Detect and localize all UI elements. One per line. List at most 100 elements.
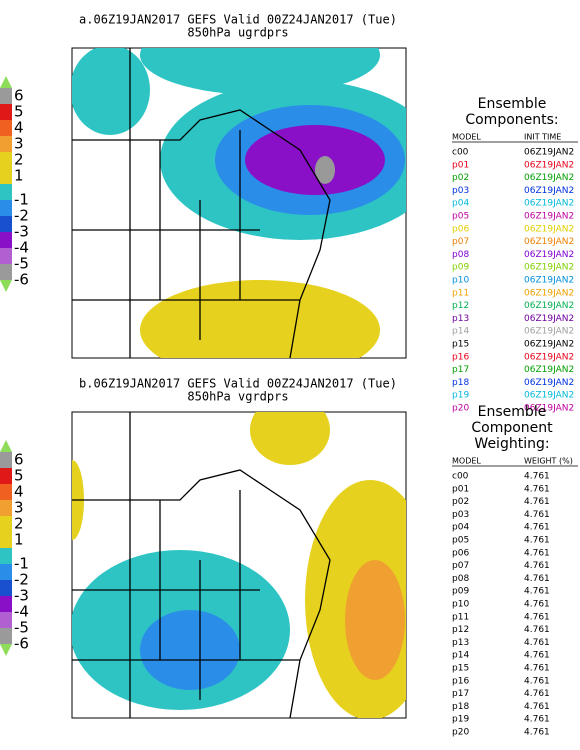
row-model: p04 [452, 523, 469, 533]
colorbar-box [0, 136, 12, 152]
colorbar-label: 1 [14, 167, 24, 185]
row-value: 4.761 [524, 702, 550, 712]
row-model: p19 [452, 715, 469, 725]
panel-title: b.06Z19JAN2017 GEFS Valid 00Z24JAN2017 (… [79, 377, 397, 391]
colorbar-label: 5 [14, 103, 24, 121]
row-model: p16 [452, 352, 469, 362]
table-header: MODEL [452, 457, 481, 466]
colorbar-box [0, 152, 12, 168]
colorbar-box [0, 200, 12, 216]
row-model: p09 [452, 587, 469, 597]
colorbar-arrow [0, 280, 12, 292]
row-model: p01 [452, 160, 469, 170]
colorbar-label: 4 [14, 483, 24, 501]
colorbar-box [0, 184, 12, 200]
colorbar-label: -1 [14, 555, 29, 573]
row-model: p08 [452, 574, 469, 584]
row-model: p03 [452, 186, 469, 196]
row-model: p17 [452, 365, 469, 375]
row-value: 4.761 [524, 664, 550, 674]
colorbar-label: 6 [14, 451, 24, 469]
colorbar-arrow [0, 440, 12, 452]
row-model: p19 [452, 391, 469, 401]
row-model: p07 [452, 237, 469, 247]
colorbar-box [0, 468, 12, 484]
row-value: 06Z19JAN2 [524, 199, 574, 209]
row-value: 4.761 [524, 638, 550, 648]
colorbar-box [0, 88, 12, 104]
colorbar-box [0, 612, 12, 628]
row-value: 06Z19JAN2 [524, 276, 574, 286]
row-model: p03 [452, 510, 469, 520]
table-title: Ensemble [478, 404, 547, 420]
row-value: 4.761 [524, 536, 550, 546]
colorbar-label: 6 [14, 87, 24, 105]
panel-subtitle: 850hPa ugrdprs [187, 26, 288, 40]
row-value: 06Z19JAN2 [524, 404, 574, 414]
row-model: p14 [452, 651, 469, 661]
colorbar-label: -3 [14, 587, 29, 605]
colorbar-label: 2 [14, 515, 24, 533]
colorbar-label: -6 [14, 635, 29, 653]
row-model: p15 [452, 664, 469, 674]
row-value: 06Z19JAN2 [524, 237, 574, 247]
panel-title: a.06Z19JAN2017 GEFS Valid 00Z24JAN2017 (… [79, 13, 397, 27]
row-model: p10 [452, 600, 469, 610]
colorbar-label: 5 [14, 467, 24, 485]
row-value: 06Z19JAN2 [524, 391, 574, 401]
row-value: 4.761 [524, 561, 550, 571]
colorbar-label: 2 [14, 151, 24, 169]
row-model: p16 [452, 676, 469, 686]
row-model: p02 [452, 173, 469, 183]
colorbar-box [0, 452, 12, 468]
row-value: 4.761 [524, 612, 550, 622]
row-model: p10 [452, 276, 469, 286]
colorbar-label: -4 [14, 603, 29, 621]
row-model: p11 [452, 288, 469, 298]
table-title: Component [471, 420, 553, 436]
row-value: 4.761 [524, 651, 550, 661]
colorbar-arrow [0, 644, 12, 656]
colorbar-box [0, 232, 12, 248]
row-value: 06Z19JAN2 [524, 250, 574, 260]
row-model: p09 [452, 263, 469, 273]
row-model: p11 [452, 612, 469, 622]
row-value: 4.761 [524, 689, 550, 699]
colorbar-box [0, 532, 12, 548]
colorbar-label: -5 [14, 619, 29, 637]
row-model: p15 [452, 340, 469, 350]
row-value: 06Z19JAN2 [524, 263, 574, 273]
colorbar-label: 3 [14, 135, 24, 153]
row-value: 06Z19JAN2 [524, 378, 574, 388]
colorbar-arrow [0, 76, 12, 88]
table-title: Ensemble [478, 96, 547, 112]
colorbar-box [0, 248, 12, 264]
row-value: 4.761 [524, 625, 550, 635]
colorbar-box [0, 564, 12, 580]
colorbar-label: -5 [14, 255, 29, 273]
row-model: p06 [452, 548, 469, 558]
row-value: 06Z19JAN2 [524, 173, 574, 183]
colorbar-label: -1 [14, 191, 29, 209]
row-model: p07 [452, 561, 469, 571]
row-value: 06Z19JAN2 [524, 288, 574, 298]
colorbar-box [0, 216, 12, 232]
row-value: 06Z19JAN2 [524, 224, 574, 234]
table-header: MODEL [452, 133, 481, 142]
table-title: Weighting: [474, 436, 549, 452]
row-model: p13 [452, 638, 469, 648]
map-a [71, 47, 407, 359]
colorbar-label: 3 [14, 499, 24, 517]
row-model: p02 [452, 497, 469, 507]
row-model: p12 [452, 625, 469, 635]
row-value: 06Z19JAN2 [524, 365, 574, 375]
row-model: p08 [452, 250, 469, 260]
colorbar-box [0, 516, 12, 532]
colorbar-label: -3 [14, 223, 29, 241]
row-model: p18 [452, 378, 469, 388]
table-header: WEIGHT (%) [524, 457, 573, 466]
row-model: p04 [452, 199, 469, 209]
row-model: p14 [452, 327, 469, 337]
row-value: 4.761 [524, 510, 550, 520]
row-value: 4.761 [524, 574, 550, 584]
